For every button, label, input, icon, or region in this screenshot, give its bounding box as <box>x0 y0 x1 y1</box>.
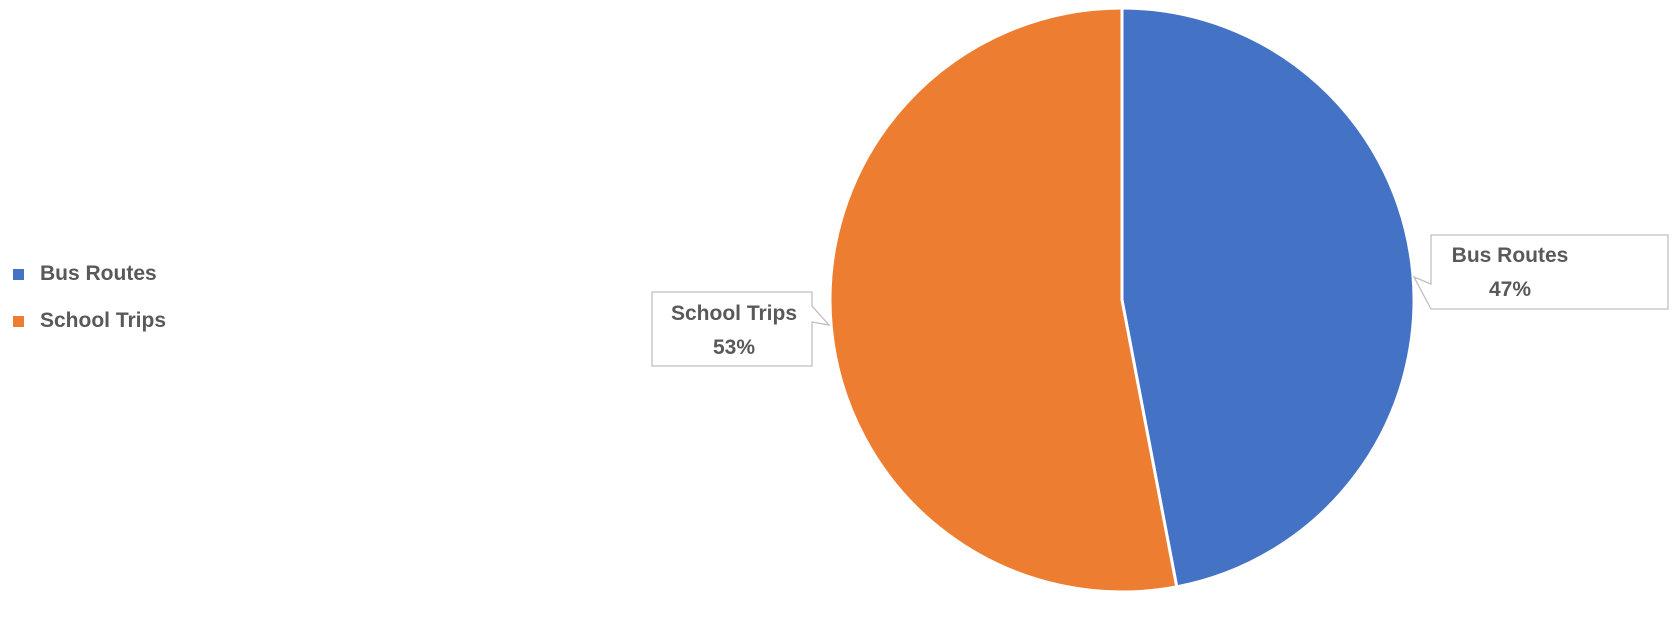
data-label-category-school-trips: School Trips <box>671 302 797 325</box>
data-label-percent-bus-routes: 47% <box>1489 278 1531 301</box>
legend-label-school-trips: School Trips <box>40 309 166 333</box>
pie-slices <box>830 8 1414 592</box>
data-label-category-bus-routes: Bus Routes <box>1452 244 1569 267</box>
legend-swatch-bus-routes <box>13 269 24 280</box>
pie-slice-bus-routes <box>1122 8 1414 587</box>
data-label-bus-routes: Bus Routes 47% <box>1414 235 1668 309</box>
data-label-percent-school-trips: 53% <box>713 336 755 359</box>
legend: Bus Routes School Trips <box>13 262 166 356</box>
legend-label-bus-routes: Bus Routes <box>40 262 157 286</box>
legend-item-school-trips: School Trips <box>13 309 166 333</box>
data-label-school-trips: School Trips 53% <box>652 292 829 366</box>
legend-swatch-school-trips <box>13 316 24 327</box>
legend-item-bus-routes: Bus Routes <box>13 262 166 286</box>
